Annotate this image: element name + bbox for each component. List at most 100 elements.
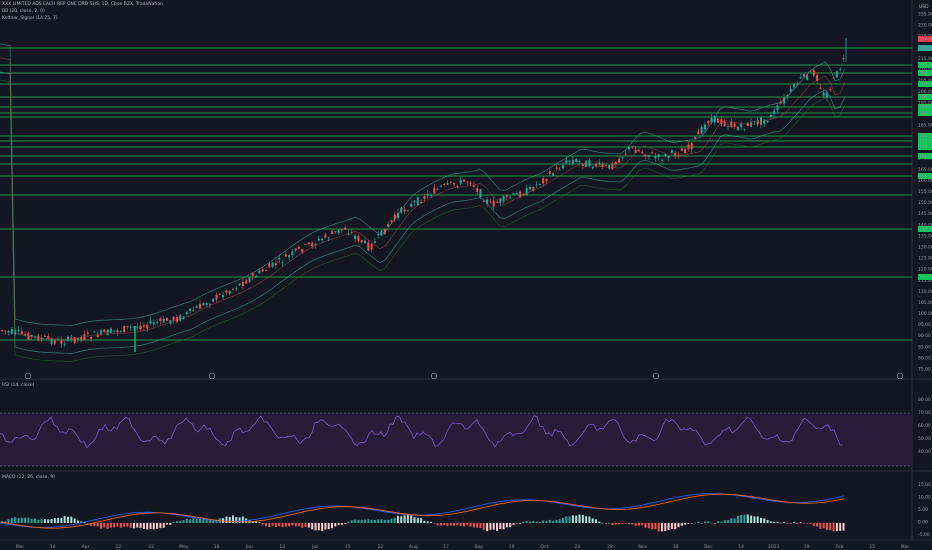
candle-body xyxy=(265,270,267,271)
macd-histogram-bar xyxy=(723,520,726,523)
rsi-label[interactable]: RSI (14, close) xyxy=(2,383,35,388)
candle-body xyxy=(73,337,76,343)
candle-body xyxy=(829,88,832,90)
macd-histogram-bar xyxy=(337,523,340,526)
candle-body xyxy=(472,185,475,187)
macd-histogram-bar xyxy=(410,515,413,523)
macd-histogram-bar xyxy=(423,520,426,523)
candle-body xyxy=(278,257,281,260)
macd-label[interactable]: MACD (12, 26, close, 9) xyxy=(2,475,55,480)
macd-histogram-bar xyxy=(479,523,482,528)
candle-body xyxy=(720,119,723,124)
time-axis-tick: 18 xyxy=(673,544,679,550)
macd-histogram-bar xyxy=(697,521,700,523)
candle-body xyxy=(268,263,271,268)
candle-body xyxy=(96,334,99,338)
candle-body xyxy=(413,201,416,203)
macd-histogram-bar xyxy=(205,519,208,523)
candle-body xyxy=(703,124,706,130)
macd-histogram-bar xyxy=(433,523,436,524)
macd-histogram-bar xyxy=(443,523,446,526)
macd-histogram-bar xyxy=(393,517,396,523)
macd-histogram-bar xyxy=(298,523,300,527)
candle-body xyxy=(793,83,795,88)
candle-body xyxy=(420,201,423,204)
macd-histogram-bar xyxy=(829,523,832,531)
macd-histogram-bar xyxy=(17,518,20,523)
candle-body xyxy=(463,179,465,182)
candle-body xyxy=(314,243,317,246)
candle-body xyxy=(555,167,558,169)
macd-histogram-bar xyxy=(624,523,627,524)
candle-body xyxy=(225,290,228,293)
macd-histogram-bar xyxy=(568,516,571,523)
symbol-header[interactable]: XXX LIMITED ADS EACH REP ONE ORD SHS, 1D… xyxy=(2,2,163,7)
macd-histogram-bar xyxy=(651,523,654,530)
macd-histogram-bar xyxy=(783,522,786,523)
candle-body xyxy=(822,92,825,96)
candle-body xyxy=(548,171,551,174)
macd-histogram-bar xyxy=(601,522,604,524)
price-tag-label: 180.24 xyxy=(919,134,932,140)
candle-body xyxy=(743,128,746,130)
candle-body xyxy=(700,126,703,134)
macd-histogram-bar xyxy=(27,517,30,523)
candle-body xyxy=(291,251,294,256)
candle-body xyxy=(621,156,624,158)
macd-histogram-bar xyxy=(103,523,106,528)
macd-histogram-bar xyxy=(119,523,122,528)
candle-body xyxy=(529,186,531,190)
bb-indicator-label[interactable]: BB (20, close, 2, 0) xyxy=(2,9,45,14)
candle-body xyxy=(674,152,677,156)
time-axis-tick: 15 xyxy=(345,544,351,550)
candle-body xyxy=(116,330,119,333)
macd-histogram-bar xyxy=(241,516,244,523)
macd-histogram-bar xyxy=(43,519,46,523)
time-axis-tick: 17 xyxy=(443,544,449,550)
macd-histogram-bar xyxy=(317,523,320,531)
macd-histogram-bar xyxy=(189,519,192,523)
macd-histogram-bar xyxy=(509,523,512,528)
candle-body xyxy=(713,115,716,123)
candle-body xyxy=(166,318,168,321)
macd-histogram-bar xyxy=(812,523,815,526)
candle-body xyxy=(433,187,436,194)
candle-body xyxy=(628,146,630,150)
macd-histogram-bar xyxy=(258,522,261,523)
candle-body xyxy=(159,318,162,321)
candle-body xyxy=(380,230,383,236)
price-tag xyxy=(918,94,932,100)
keltner-indicator-label[interactable]: Keltner_Signal (14.25, 7) xyxy=(2,16,58,21)
macd-histogram-bar xyxy=(261,523,264,525)
macd-histogram-bar xyxy=(779,522,782,524)
candle-body xyxy=(525,187,528,196)
candle-body xyxy=(189,308,192,311)
macd-histogram-bar xyxy=(713,523,716,524)
macd-histogram-bar xyxy=(694,522,696,524)
candle-body xyxy=(4,330,7,332)
candle-body xyxy=(307,242,310,245)
macd-histogram-bar xyxy=(842,523,845,531)
candle-body xyxy=(469,182,472,184)
candle-body xyxy=(301,249,304,253)
macd-histogram-bar xyxy=(37,519,40,523)
macd-histogram-bar xyxy=(654,523,657,530)
price-tag xyxy=(918,110,932,116)
candle-body xyxy=(76,337,79,340)
macd-histogram-bar xyxy=(347,521,350,523)
macd-histogram-bar xyxy=(822,523,825,529)
macd-histogram-bar xyxy=(172,522,175,523)
candle-body xyxy=(377,234,380,236)
price-axis-tick: 125.00 xyxy=(918,256,932,262)
candle-body xyxy=(750,122,753,127)
candle-body xyxy=(647,155,650,157)
price-axis-tick: 95.00 xyxy=(918,322,931,328)
candle-body xyxy=(489,201,492,203)
candle-body xyxy=(571,159,574,164)
event-marker-icon xyxy=(430,372,438,380)
time-axis-tick: 2021 xyxy=(768,544,780,550)
macd-histogram-bar xyxy=(703,521,706,523)
macd-histogram-bar xyxy=(40,518,43,523)
time-axis-tick: Sep xyxy=(475,544,484,550)
